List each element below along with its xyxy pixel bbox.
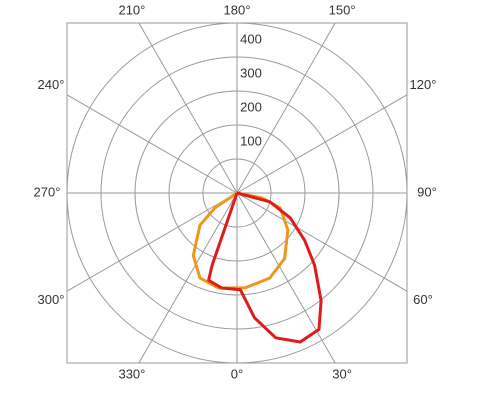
angle-label: 120° <box>410 77 437 92</box>
grid-spoke <box>66 192 238 292</box>
angle-label: 300° <box>38 292 65 307</box>
angle-label: 180° <box>224 2 251 17</box>
angle-label: 90° <box>417 184 437 199</box>
grid-spoke <box>236 192 408 292</box>
grid-spoke <box>236 192 336 364</box>
angle-label: 210° <box>118 2 145 17</box>
angle-label: 60° <box>413 292 433 307</box>
angle-label: 150° <box>329 2 356 17</box>
radial-tick-label: 400 <box>240 31 262 46</box>
angle-label: 0° <box>231 366 243 381</box>
grid-spoke <box>138 192 238 364</box>
grid-spoke <box>236 94 408 194</box>
angle-label: 330° <box>118 366 145 381</box>
grid-spoke <box>66 94 238 194</box>
radial-tick-label: 200 <box>240 99 262 114</box>
angle-label: 240° <box>38 77 65 92</box>
series-line <box>207 191 323 344</box>
series-line <box>191 191 290 290</box>
angle-label: 270° <box>34 184 61 199</box>
angle-label: 30° <box>332 366 352 381</box>
radial-tick-label: 300 <box>240 65 262 80</box>
radial-tick-label: 100 <box>240 133 262 148</box>
grid-spoke <box>236 22 336 194</box>
grid-spoke <box>138 22 238 194</box>
